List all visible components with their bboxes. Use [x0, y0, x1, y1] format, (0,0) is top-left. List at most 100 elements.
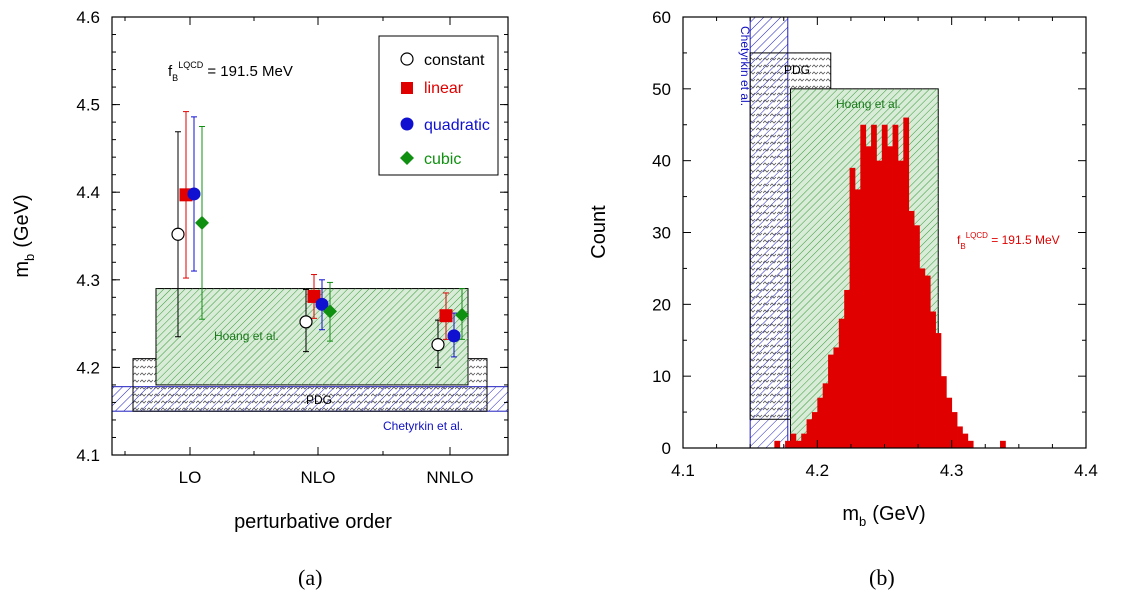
x-tick-label-a: NLO	[301, 468, 336, 487]
legend-marker-linear	[401, 82, 413, 94]
histogram-bar	[962, 433, 969, 448]
histogram-bar	[828, 354, 834, 448]
histogram-bar	[838, 318, 845, 448]
data-markers	[171, 187, 469, 352]
marker-constant	[299, 315, 313, 329]
histogram-bar	[844, 289, 850, 448]
x-tick-label-a: LO	[179, 468, 202, 487]
x-axis-title-b: mb (GeV)	[842, 503, 925, 529]
legend-item-quadratic: quadratic	[400, 117, 490, 134]
histogram-bar	[876, 160, 883, 448]
y-axis-title-b: Count	[588, 205, 610, 259]
histogram-bar	[865, 146, 872, 449]
chetyrkin-band-label-b: Chetyrkin et al.	[738, 26, 752, 106]
fb-annotation-b: fBLQCD = 191.5 MeV	[957, 231, 1060, 251]
chetyrkin-band-label-a: Chetyrkin et al.	[383, 419, 463, 433]
legend: constant linear quadratic cubic	[378, 35, 499, 176]
histogram-bar	[897, 160, 904, 448]
histogram-bar	[795, 440, 802, 448]
histogram-bar	[860, 124, 867, 448]
legend-item-constant: constant	[400, 52, 485, 69]
y-tick-label-b: 50	[652, 80, 671, 99]
hoang-band-label-a: Hoang et al.	[214, 329, 279, 343]
x-tick-label-b: 4.3	[940, 461, 964, 480]
y-axis-title-a: mb(GeV)	[11, 194, 37, 277]
y-tick-label-a: 4.2	[76, 358, 100, 377]
legend-label-cubic: cubic	[424, 151, 461, 168]
x-axis-title-a: perturbative order	[234, 511, 392, 533]
y-tick-label-b: 10	[652, 367, 671, 386]
marker-cubic	[323, 304, 337, 319]
marker-linear	[439, 309, 453, 323]
histogram-bar	[811, 412, 818, 448]
histogram-bar	[849, 167, 856, 448]
reference-bands-a	[111, 288, 509, 412]
x-tick-label-b: 4.4	[1074, 461, 1098, 480]
histogram-bar	[790, 433, 797, 448]
marker-linear	[307, 289, 321, 303]
fb-annotation-a: fBLQCD = 191.5 MeV	[168, 60, 293, 83]
histogram-bar	[806, 419, 813, 448]
histogram-bar	[1000, 440, 1006, 448]
marker-quadratic	[315, 297, 329, 311]
histogram-bar	[930, 311, 936, 448]
histogram-bar	[924, 275, 931, 448]
legend-label-quadratic: quadratic	[424, 117, 490, 134]
panel-a: 4.1 4.2 4.3 4.4 4.5 4.6 LO NLO NNLO Hoang et al…	[11, 8, 509, 533]
x-tick-label-a: NNLO	[426, 468, 473, 487]
y-axis-ticks-b: 0 10 20 30 40 50 60	[652, 8, 1086, 458]
x-tick-label-b: 4.1	[671, 461, 695, 480]
legend-marker-quadratic	[400, 117, 414, 131]
histogram-bar	[774, 440, 781, 448]
marker-cubic	[195, 215, 209, 230]
histogram-bar	[935, 333, 942, 448]
legend-item-linear: linear	[401, 80, 464, 97]
hoang-band-hatch-a	[156, 288, 468, 385]
histogram-bar	[817, 397, 824, 448]
histogram-bar	[785, 440, 791, 448]
pdg-band-label-a: PDG	[306, 393, 332, 407]
y-tick-label-b: 30	[652, 224, 671, 243]
y-tick-label-a: 4.4	[76, 183, 100, 202]
x-tick-label-b: 4.2	[806, 461, 830, 480]
histogram-bar	[967, 440, 974, 448]
caption-b: (b)	[869, 565, 895, 590]
histogram-bar	[946, 397, 953, 448]
histogram-bar	[951, 412, 958, 448]
y-tick-label-a: 4.5	[76, 96, 100, 115]
marker-quadratic	[187, 187, 201, 201]
histogram-bar	[833, 347, 840, 448]
histogram-bar	[903, 117, 910, 449]
marker-cubic	[455, 307, 469, 322]
marker-quadratic	[447, 329, 461, 343]
y-tick-label-a: 4.6	[76, 8, 100, 27]
histogram-bar	[801, 433, 807, 448]
y-axis-ticks-a: 4.1 4.2 4.3 4.4 4.5 4.6	[76, 8, 508, 465]
histogram-bar	[892, 124, 899, 448]
histogram-bar	[940, 376, 947, 448]
x-axis-ticks-a: LO NLO NNLO	[124, 17, 474, 487]
legend-box	[378, 35, 499, 176]
hoang-band-label-b: Hoang et al.	[836, 97, 901, 111]
legend-item-cubic: cubic	[400, 151, 461, 168]
histogram-bar	[957, 426, 963, 448]
histogram	[774, 117, 1006, 449]
legend-marker-cubic	[400, 151, 414, 165]
histogram-bar	[871, 124, 877, 448]
plot-frame-a	[111, 16, 509, 456]
histogram-bar	[914, 225, 920, 448]
y-tick-label-a: 4.1	[76, 446, 100, 465]
histogram-bar	[822, 383, 829, 448]
histogram-bar	[854, 189, 861, 448]
legend-label-constant: constant	[424, 52, 485, 69]
histogram-bar	[908, 210, 915, 448]
y-tick-label-b: 40	[652, 152, 671, 171]
y-tick-label-b: 0	[662, 439, 671, 458]
y-tick-label-b: 20	[652, 295, 671, 314]
y-tick-label-b: 60	[652, 8, 671, 27]
x-axis-ticks-b: 4.1 4.2 4.3 4.4	[671, 17, 1098, 480]
legend-label-linear: linear	[424, 80, 464, 97]
histogram-bar	[881, 124, 888, 448]
